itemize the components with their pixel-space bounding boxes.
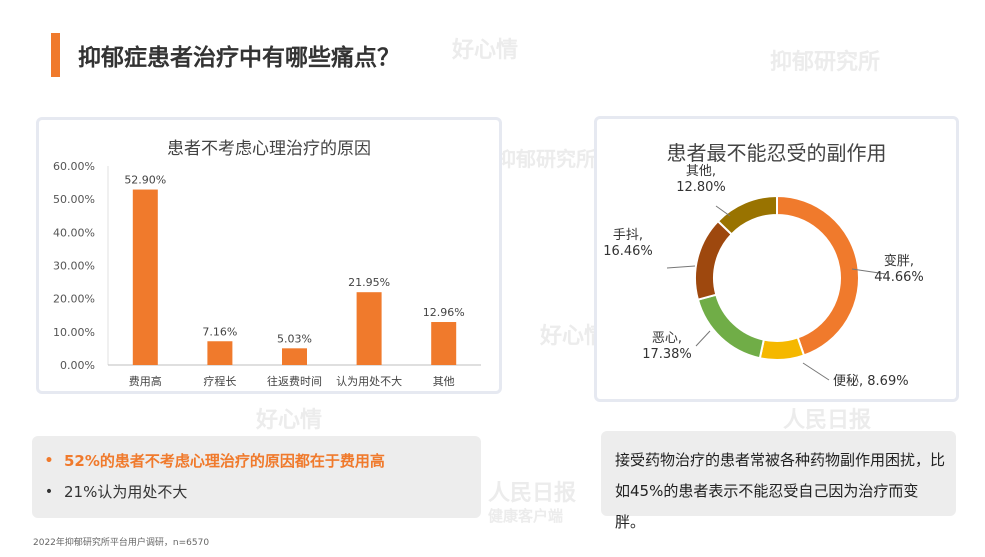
watermark-logo: 抑郁研究所 [770, 50, 881, 75]
watermark-logo: 好心情 [452, 38, 519, 63]
donut-slice [716, 194, 778, 236]
slice-label: 恶心, [652, 331, 682, 346]
findings-box: • 52%的患者不考虑心理治疗的原因都在于费用高 • 21%认为用处不大 [32, 436, 481, 518]
y-tick-label: 0.00% [60, 359, 95, 372]
leader-line [851, 268, 887, 275]
data-label: 52.90% [124, 174, 166, 187]
data-label: 7.16% [202, 325, 237, 338]
watermark-logo: 好心情 [256, 408, 323, 433]
title-accent-bar [51, 33, 60, 77]
source-note: 2022年抑郁研究所平台用户调研，n=6570 [33, 538, 210, 548]
donut-slice [758, 336, 806, 361]
data-label: 5.03% [277, 332, 312, 345]
slice-value-label: 44.66% [874, 270, 924, 285]
finding-text: 52%的患者不考虑心理治疗的原因都在于费用高 [64, 452, 385, 470]
finding-text: 21%认为用处不大 [64, 483, 188, 501]
bar-chart: 0.00% 10.00% 20.00% 30.00% 40.00% 50.00% 60.00… [53, 160, 481, 388]
page-title: 抑郁症患者治疗中有哪些痛点？ [78, 45, 400, 71]
bar-chart-card: 患者不考虑心理治疗的原因 0.00% 10.00% 20.00% 30.00% 40.0… [36, 117, 502, 394]
slice-label: 便秘, 8.69% [833, 374, 909, 389]
donut-chart: 变胖,44.66% 便秘, 8.69% 恶心,17.38% 手抖,16.46% 其他,1… [603, 164, 924, 389]
bar [132, 189, 158, 365]
data-label: 21.95% [348, 276, 390, 289]
donut-chart-card: 患者最不能忍受的副作用 变胖, 44.66% 便秘, 8.69% 恶心, 17.38% 手… [594, 116, 959, 402]
leader-line [666, 265, 696, 269]
slice-label: 变胖, [884, 253, 914, 269]
y-tick-label: 20.00% [53, 293, 95, 306]
donut-slice [694, 219, 734, 301]
slice-value-label: 17.38% [642, 347, 692, 362]
summary-box: 接受药物治疗的患者常被各种药物副作用困扰，比如45%的患者表示不能忍受自己因为治… [601, 431, 956, 531]
y-tick-label: 10.00% [53, 326, 95, 339]
slice-value-label: 16.46% [603, 244, 653, 259]
bar-chart-title: 患者不考虑心理治疗的原因 [167, 139, 371, 159]
bar [207, 341, 233, 365]
x-tick-label: 认为用处不大 [336, 374, 402, 388]
leader-line [715, 205, 731, 217]
donut-slice [696, 293, 766, 360]
slice-label: 手抖, [613, 228, 643, 243]
x-tick-label: 其他 [433, 375, 455, 388]
slice-label: 其他, [686, 164, 716, 179]
bullet-icon: • [44, 452, 54, 469]
leader-line [695, 330, 711, 347]
watermark-logo: 抑郁研究所 [496, 147, 596, 171]
bar [431, 322, 457, 365]
y-tick-label: 60.00% [53, 160, 95, 173]
bar [282, 348, 307, 365]
bar [356, 292, 382, 365]
data-label: 12.96% [423, 306, 465, 319]
finding-item: • 52%的患者不考虑心理治疗的原因都在于费用高 [42, 450, 481, 471]
slice-value-label: 12.80% [676, 180, 726, 195]
donut-slice [776, 194, 860, 357]
summary-text: 接受药物治疗的患者常被各种药物副作用困扰，比如45%的患者表示不能忍受自己因为治… [615, 451, 946, 531]
watermark-logo: 人民日报 [488, 481, 577, 506]
watermark-logo: 健康客户端 [488, 507, 564, 525]
x-tick-label: 疗程长 [203, 374, 236, 388]
y-tick-label: 50.00% [53, 193, 95, 206]
finding-item: • 21%认为用处不大 [42, 481, 481, 502]
x-tick-label: 费用高 [129, 374, 162, 388]
y-tick-label: 30.00% [53, 260, 95, 273]
donut-chart-title: 患者最不能忍受的副作用 [666, 141, 887, 165]
x-tick-label: 往返费时间 [267, 374, 322, 388]
bullet-icon: • [44, 483, 54, 500]
y-tick-label: 40.00% [53, 226, 95, 239]
leader-line [802, 362, 830, 381]
watermark-logo: 人民日报 [783, 408, 872, 433]
